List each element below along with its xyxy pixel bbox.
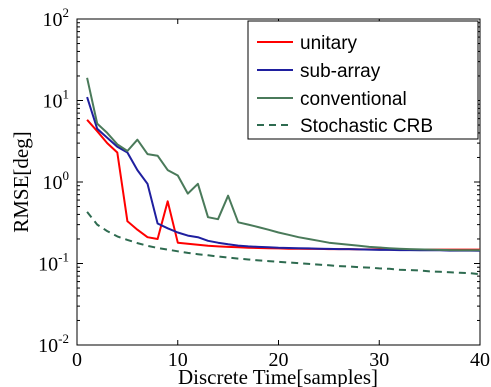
y-tick-label: 102 xyxy=(43,5,70,31)
legend: unitary sub-array conventional Stochasti… xyxy=(248,21,478,139)
y-tick-label: 100 xyxy=(43,168,70,194)
legend-label-crb: Stochastic CRB xyxy=(300,116,433,137)
y-tick-label: 10-1 xyxy=(38,250,69,276)
x-axis-label: Discrete Time[samples] xyxy=(178,365,378,387)
y-tick-label: 101 xyxy=(43,87,70,113)
legend-label-conventional: conventional xyxy=(300,89,407,110)
legend-label-sub-array: sub-array xyxy=(300,61,381,82)
x-tick-label: 0 xyxy=(72,349,82,371)
y-tick-label: 10-2 xyxy=(38,331,69,357)
legend-label-unitary: unitary xyxy=(300,33,358,54)
x-tick-label: 40 xyxy=(470,349,490,371)
y-axis-label: RMSE[deg] xyxy=(9,131,33,233)
